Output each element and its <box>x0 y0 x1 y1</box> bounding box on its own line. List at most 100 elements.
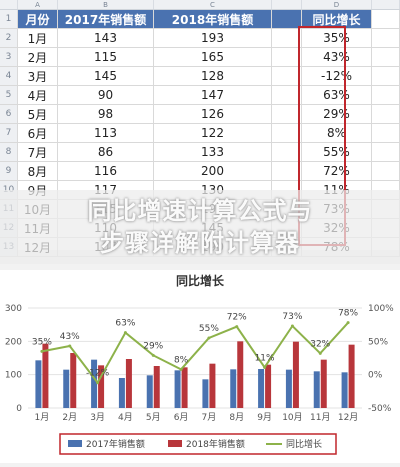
x-axis-tick-label: 7月 <box>202 412 217 423</box>
cell-sales-2017[interactable]: 143 <box>58 29 154 47</box>
bar-2018 <box>181 367 188 408</box>
yoy-growth-point <box>179 367 183 371</box>
table-row: 9 8月 116 200 72% <box>0 162 400 181</box>
cell-month[interactable]: 8月 <box>18 162 58 180</box>
cell-sales-2018[interactable]: 126 <box>154 105 272 123</box>
cell-sales-2017[interactable]: 90 <box>58 86 154 104</box>
cell-empty[interactable] <box>372 48 400 66</box>
legend-label-yoy: 同比增长 <box>286 438 322 450</box>
cell-yoy-growth[interactable]: 29% <box>302 105 372 123</box>
header-blank[interactable] <box>272 10 302 28</box>
legend-swatch-2018 <box>168 440 182 447</box>
row-number[interactable]: 6 <box>0 105 18 123</box>
left-axis-tick-label: 0 <box>16 404 22 414</box>
x-axis-tick-label: 6月 <box>174 412 189 423</box>
header-sales-2017[interactable]: 2017年销售额 <box>58 10 154 28</box>
header-yoy-growth[interactable]: 同比增长 <box>302 10 372 28</box>
cell-sales-2017[interactable]: 145 <box>58 67 154 85</box>
banner-line-1: 同比增速计算公式与 <box>87 197 313 225</box>
cell-sales-2017[interactable]: 98 <box>58 105 154 123</box>
cell-month[interactable]: 6月 <box>18 124 58 142</box>
cell-blank[interactable] <box>272 143 302 161</box>
cell-empty[interactable] <box>372 86 400 104</box>
bar-2017 <box>313 371 320 408</box>
column-letter-a[interactable]: A <box>18 0 58 9</box>
yoy-data-label: 32% <box>310 339 330 349</box>
cell-yoy-growth[interactable]: 8% <box>302 124 372 142</box>
row-number[interactable]: 4 <box>0 67 18 85</box>
header-empty[interactable] <box>372 10 400 28</box>
cell-sales-2018[interactable]: 128 <box>154 67 272 85</box>
column-letter-blank[interactable] <box>272 0 302 9</box>
bar-2017 <box>174 370 181 408</box>
cell-blank[interactable] <box>272 162 302 180</box>
cell-sales-2018[interactable]: 200 <box>154 162 272 180</box>
cell-blank[interactable] <box>272 86 302 104</box>
cell-yoy-growth[interactable]: 63% <box>302 86 372 104</box>
column-letter-e[interactable] <box>372 0 400 9</box>
cell-yoy-growth[interactable]: 43% <box>302 48 372 66</box>
cell-sales-2017[interactable]: 115 <box>58 48 154 66</box>
yoy-growth-point <box>263 365 267 369</box>
x-axis-tick-label: 12月 <box>338 412 358 423</box>
cell-empty[interactable] <box>372 143 400 161</box>
row-number[interactable]: 2 <box>0 29 18 47</box>
cell-empty[interactable] <box>372 105 400 123</box>
cell-empty[interactable] <box>372 124 400 142</box>
yoy-growth-point <box>207 336 211 340</box>
row-number[interactable]: 8 <box>0 143 18 161</box>
cell-sales-2018[interactable]: 133 <box>154 143 272 161</box>
cell-empty[interactable] <box>372 162 400 180</box>
bar-2017 <box>341 372 348 408</box>
cell-sales-2018[interactable]: 193 <box>154 29 272 47</box>
bar-2018 <box>125 359 132 408</box>
cell-blank[interactable] <box>272 124 302 142</box>
legend-highlight-box <box>59 433 337 455</box>
cell-yoy-growth[interactable]: 72% <box>302 162 372 180</box>
legend-label-2018: 2018年销售额 <box>186 438 245 450</box>
column-letter-c[interactable]: C <box>154 0 272 9</box>
cell-sales-2018[interactable]: 165 <box>154 48 272 66</box>
column-letter-d[interactable]: D <box>302 0 372 9</box>
bar-2017 <box>118 378 125 408</box>
row-number[interactable]: 9 <box>0 162 18 180</box>
row-number[interactable]: 1 <box>0 10 18 28</box>
cell-sales-2018[interactable]: 147 <box>154 86 272 104</box>
yoy-data-label: 72% <box>227 313 247 323</box>
cell-sales-2017[interactable]: 116 <box>58 162 154 180</box>
corner-cell[interactable] <box>0 0 18 9</box>
cell-month[interactable]: 2月 <box>18 48 58 66</box>
legend-swatch-2017 <box>68 440 82 447</box>
x-axis-tick-label: 8月 <box>229 412 244 423</box>
cell-month[interactable]: 7月 <box>18 143 58 161</box>
yoy-data-label: 35% <box>32 337 52 347</box>
row-number[interactable]: 5 <box>0 86 18 104</box>
cell-blank[interactable] <box>272 105 302 123</box>
cell-month[interactable]: 5月 <box>18 105 58 123</box>
cell-sales-2018[interactable]: 122 <box>154 124 272 142</box>
cell-blank[interactable] <box>272 29 302 47</box>
cell-empty[interactable] <box>372 67 400 85</box>
column-letter-b[interactable]: B <box>58 0 154 9</box>
cell-empty[interactable] <box>372 29 400 47</box>
yoy-data-label: 73% <box>282 312 302 322</box>
left-axis-tick-label: 200 <box>5 337 22 347</box>
cell-month[interactable]: 3月 <box>18 67 58 85</box>
header-month[interactable]: 月份 <box>18 10 58 28</box>
row-number[interactable]: 7 <box>0 124 18 142</box>
cell-month[interactable]: 1月 <box>18 29 58 47</box>
cell-month[interactable]: 4月 <box>18 86 58 104</box>
row-number[interactable]: 3 <box>0 48 18 66</box>
yoy-growth-point <box>290 324 294 328</box>
cell-sales-2017[interactable]: 113 <box>58 124 154 142</box>
cell-sales-2017[interactable]: 86 <box>58 143 154 161</box>
x-axis-tick-label: 1月 <box>35 412 50 423</box>
header-sales-2018[interactable]: 2018年销售额 <box>154 10 272 28</box>
cell-yoy-growth[interactable]: 35% <box>302 29 372 47</box>
yoy-growth-point <box>40 349 44 353</box>
x-axis-tick-label: 4月 <box>118 412 133 423</box>
cell-blank[interactable] <box>272 48 302 66</box>
cell-yoy-growth[interactable]: 55% <box>302 143 372 161</box>
cell-blank[interactable] <box>272 67 302 85</box>
x-axis-tick-label: 11月 <box>310 412 330 423</box>
